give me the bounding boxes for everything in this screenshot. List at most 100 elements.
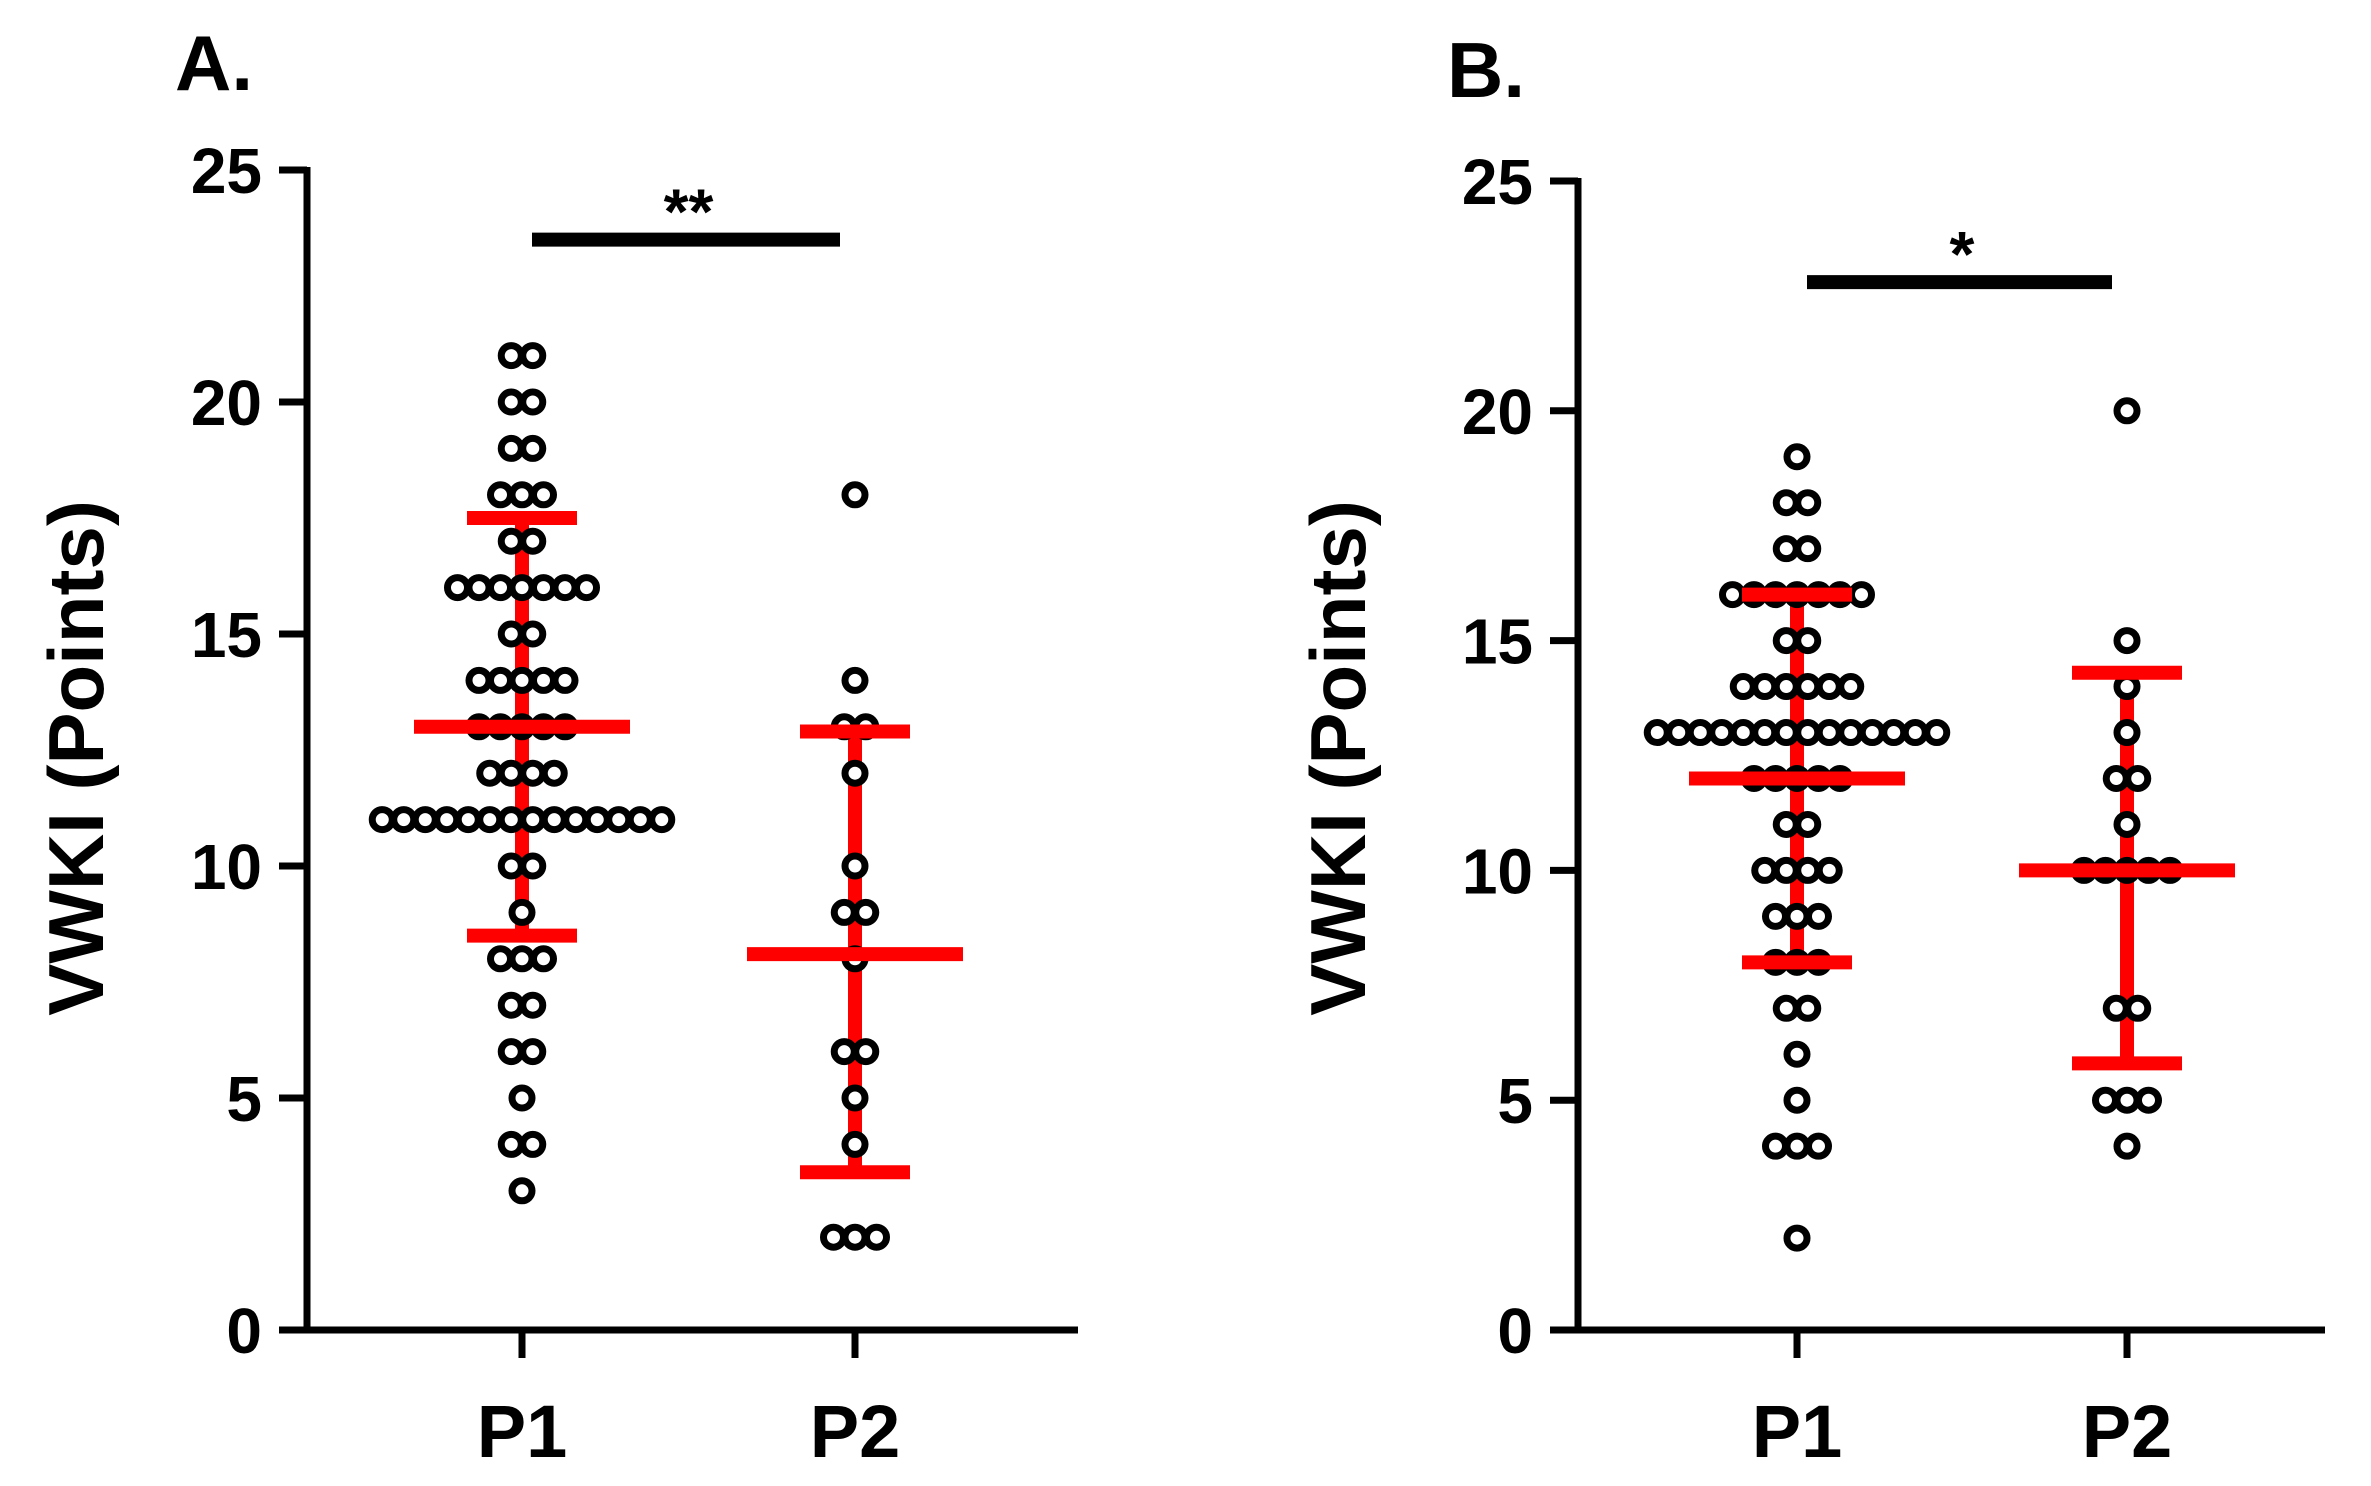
panel-b-p1-point: [1772, 673, 1800, 701]
panel-b-y-tick-label: 20: [1462, 376, 1533, 448]
panel-b-p1-point: [1686, 719, 1714, 747]
panel-b-p1-point: [1794, 994, 1822, 1022]
panel-b-p1-point: [1772, 856, 1800, 884]
panel-a-y-tick-label: 25: [191, 135, 262, 207]
panel-a-x-tick-label-p2: P2: [810, 1390, 901, 1473]
panel-a-p1-point: [530, 666, 557, 694]
panel-a-p1-point: [497, 1038, 525, 1066]
panel-b-p2-point: [2124, 994, 2152, 1022]
panel-a-p1-point: [519, 759, 547, 787]
panel-b-p1-point: [1772, 489, 1800, 517]
panel-a-p1-point: [519, 806, 547, 834]
panel-b-p1-point: [1794, 856, 1822, 884]
panel-a-p1-point: [476, 806, 504, 834]
panel-b-p1-point: [1772, 994, 1800, 1022]
panel-a-p1-point: [519, 852, 547, 880]
panel-a: A. VWKI (Points) 0 5 10 15 20 25 P1 P2 **: [32, 19, 1078, 1473]
panel-a-p1-point: [508, 1084, 536, 1112]
panel-b-p2-point: [2113, 719, 2141, 747]
panel-a-p1-point: [497, 388, 525, 416]
panel-b-p2-point: [2113, 397, 2141, 425]
panel-a-p1-point: [433, 806, 461, 834]
panel-a-p1-point: [476, 759, 504, 787]
panel-b-p1-point: [1805, 1132, 1832, 1160]
panel-a-p1-point: [508, 945, 536, 973]
panel-a-p1-point: [497, 434, 525, 462]
panel-b-p1-point: [1772, 627, 1800, 655]
panel-b-p1-point: [1719, 581, 1746, 609]
panel-a-p1-point: [540, 759, 568, 787]
panel-a-p1-point: [519, 620, 547, 648]
panel-b-p1-point: [1729, 719, 1757, 747]
panel-a-p2-point: [841, 759, 869, 787]
panel-a-p2-point: [830, 898, 858, 926]
panel-a-p1-point: [487, 666, 514, 694]
panel-a-p1-point: [530, 945, 557, 973]
panel-b-x-tick-label-p1: P1: [1752, 1390, 1843, 1473]
panel-a-p2-point: [841, 1084, 869, 1112]
panel-b-label: B.: [1447, 26, 1525, 114]
panel-a-p1-point: [583, 806, 611, 834]
panel-b-y-tick-label: 15: [1462, 606, 1533, 678]
panel-b-p2-point: [2102, 764, 2130, 792]
panel-a-label: A.: [175, 19, 253, 107]
panel-b-p1-point: [1751, 719, 1779, 747]
panel-a-p1-point: [411, 806, 439, 834]
panel-a-p1-point: [551, 666, 579, 694]
panel-b-p1-point: [1794, 719, 1822, 747]
panel-a-p1-point: [497, 620, 525, 648]
panel-a-y-tick-label: 5: [226, 1063, 262, 1135]
panel-a-y-tick-label: 15: [191, 599, 262, 671]
panel-a-p1-point: [508, 481, 536, 509]
panel-a-p1-point: [530, 481, 557, 509]
panel-a-p1-point: [497, 759, 525, 787]
panel-a-p1-point: [487, 574, 514, 602]
panel-b-p1-point: [1772, 719, 1800, 747]
panel-a-p1-point: [454, 806, 482, 834]
panel-a-p2-point: [863, 1223, 890, 1251]
panel-a-p1-point: [508, 898, 536, 926]
panel-a-p2-point: [830, 1038, 858, 1066]
panel-a-p1-point: [519, 342, 547, 370]
panel-b-p1-point: [1837, 719, 1865, 747]
panel-a-p1-point: [390, 806, 418, 834]
panel-a-p1-point: [487, 481, 514, 509]
panel-b-p1-point: [1794, 627, 1822, 655]
panel-b-y-tick-label: 25: [1462, 146, 1533, 218]
panel-a-p1-point: [497, 991, 525, 1019]
panel-b-p1-point: [1815, 856, 1843, 884]
panel-a-p2-point: [820, 1223, 847, 1251]
panel-a-p1-point: [551, 574, 579, 602]
panel-a-p2-point: [841, 852, 869, 880]
panel-b-p1-point: [1880, 719, 1908, 747]
panel-a-marks: 0 5 10 15 20 25 P1 P2 **: [191, 135, 1078, 1473]
panel-a-p1-point: [497, 852, 525, 880]
panel-b-p1-point: [1643, 719, 1671, 747]
panel-b-p1-point: [1815, 673, 1843, 701]
panel-b-p1-point: [1848, 581, 1875, 609]
panel-a-p1-point: [540, 806, 568, 834]
panel-b-p1-point: [1923, 719, 1951, 747]
panel-a-p1-point: [562, 806, 590, 834]
panel-b-p2-point: [2124, 764, 2152, 792]
panel-a-p1-point: [508, 666, 536, 694]
panel-b: B. VWKI (Points) 0 5 10 15 20 25 P1 P2 *: [1294, 26, 2325, 1473]
panel-a-p1-point: [648, 806, 676, 834]
panel-a-p1-point: [530, 574, 557, 602]
panel-b-p2-point: [2113, 810, 2141, 838]
panel-a-p2-point: [841, 481, 869, 509]
panel-b-p2-point: [2102, 994, 2130, 1022]
panel-b-p1-point: [1783, 1086, 1811, 1114]
panel-b-p1-point: [1751, 856, 1779, 884]
panel-a-p1-point: [508, 1177, 536, 1205]
panel-a-p2-point: [852, 898, 880, 926]
panel-b-p1-point: [1794, 535, 1822, 563]
panel-a-p1-point: [368, 806, 396, 834]
panel-a-p1-point: [465, 666, 493, 694]
panel-b-p2-point: [2092, 1086, 2119, 1114]
panel-b-p1-point: [1794, 489, 1822, 517]
panel-b-p1-point: [1762, 902, 1789, 930]
panel-a-y-tick-label: 10: [191, 831, 262, 903]
panel-b-y-tick-label: 10: [1462, 835, 1533, 907]
